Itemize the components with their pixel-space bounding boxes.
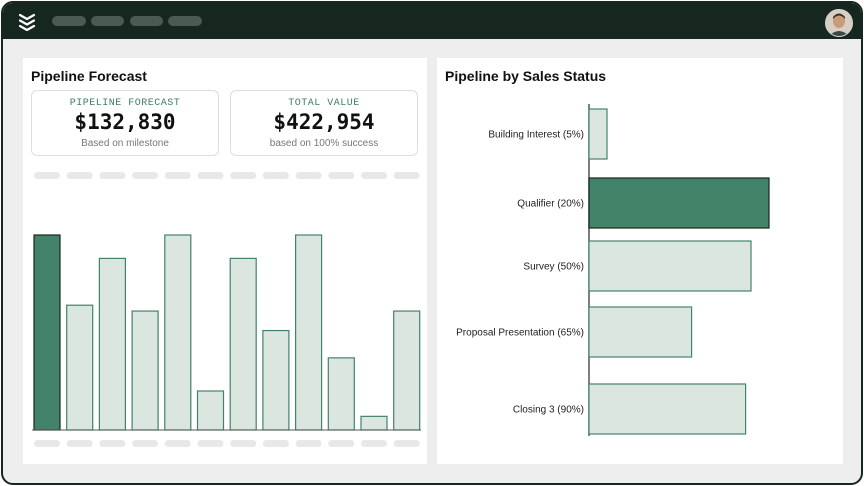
- category-label: Qualifier (20%): [517, 199, 584, 210]
- bar: [33, 234, 61, 431]
- tick-label-placeholder: [132, 172, 159, 179]
- card-label: TOTAL VALUE: [288, 98, 360, 109]
- card-label: PIPELINE FORECAST: [69, 98, 181, 109]
- bar: [262, 329, 290, 431]
- user-avatar[interactable]: [825, 9, 853, 37]
- bar: [229, 257, 257, 431]
- panel-title: Pipeline Forecast: [31, 68, 147, 84]
- nav-tab-placeholder[interactable]: [130, 16, 163, 26]
- sales-status-bar-chart: Building Interest (5%) Qualifier (20%) Sur…: [456, 104, 770, 436]
- tick-label-placeholder: [66, 172, 93, 179]
- bar: [588, 177, 770, 229]
- total-value-card: TOTAL VALUE $422,954 based on 100% succe…: [230, 90, 418, 156]
- top-bar: [3, 3, 861, 39]
- bar: [66, 304, 94, 431]
- bar: [164, 234, 192, 431]
- tick-label-placeholder: [99, 172, 126, 179]
- tick-label-placeholder: [34, 172, 60, 179]
- nav-tab-placeholder[interactable]: [168, 16, 202, 26]
- bar: [131, 310, 159, 431]
- bar: [588, 383, 747, 435]
- bar: [327, 357, 355, 431]
- card-subtitle: Based on milestone: [81, 138, 169, 149]
- tick-label-placeholder: [262, 440, 289, 447]
- tick-label-placeholder: [230, 172, 257, 179]
- nav-tab-placeholder[interactable]: [52, 16, 86, 26]
- pipeline-forecast-card: PIPELINE FORECAST $132,830 Based on mile…: [31, 90, 219, 156]
- tick-label-placeholder: [197, 440, 224, 447]
- tick-label-placeholder: [230, 440, 257, 447]
- bar: [588, 306, 693, 358]
- bar: [588, 240, 752, 292]
- pipeline-forecast-bar-chart: [32, 172, 421, 447]
- card-value: $422,954: [273, 110, 375, 134]
- tick-label-placeholder: [295, 440, 322, 447]
- category-label: Proposal Presentation (65%): [456, 328, 584, 339]
- bar: [196, 390, 225, 431]
- card-subtitle: based on 100% success: [269, 138, 379, 149]
- tick-label-placeholder: [328, 440, 355, 447]
- card-value: $132,830: [74, 110, 176, 134]
- bar: [98, 257, 127, 431]
- bar: [393, 310, 421, 431]
- tick-label-placeholder: [34, 440, 60, 447]
- pipeline-by-status-panel: Pipeline by Sales Status Building Intere…: [437, 58, 843, 464]
- nav-tab-placeholder[interactable]: [91, 16, 124, 26]
- panel-title: Pipeline by Sales Status: [445, 68, 607, 84]
- tick-label-placeholder: [99, 440, 126, 447]
- avatar-image: [826, 10, 852, 36]
- tick-label-placeholder: [393, 172, 420, 179]
- bar: [295, 234, 323, 431]
- category-label: Survey (50%): [523, 262, 584, 273]
- stacked-chevrons-icon[interactable]: [18, 13, 36, 31]
- pipeline-forecast-panel: Pipeline Forecast PIPELINE FORECAST $132…: [23, 58, 427, 464]
- tick-label-placeholder: [361, 440, 387, 447]
- tick-label-placeholder: [164, 172, 191, 179]
- tick-label-placeholder: [132, 440, 159, 447]
- category-label: Building Interest (5%): [488, 130, 584, 141]
- bar: [360, 415, 388, 431]
- tick-label-placeholder: [328, 172, 355, 179]
- tick-label-placeholder: [66, 440, 93, 447]
- tick-label-placeholder: [262, 172, 289, 179]
- category-label: Closing 3 (90%): [513, 405, 584, 416]
- tick-label-placeholder: [393, 440, 420, 447]
- tick-label-placeholder: [361, 172, 387, 179]
- tick-label-placeholder: [197, 172, 224, 179]
- bar: [588, 108, 608, 160]
- tick-label-placeholder: [295, 172, 322, 179]
- tick-label-placeholder: [164, 440, 191, 447]
